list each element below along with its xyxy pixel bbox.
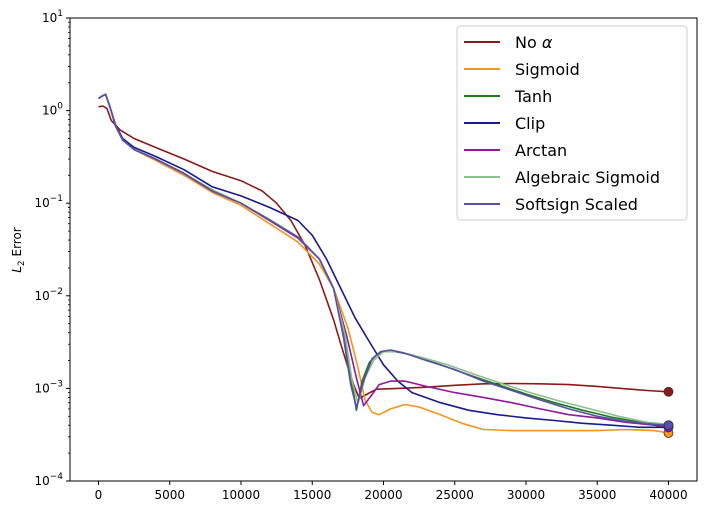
- x-tick-label: 5000: [154, 488, 185, 502]
- x-tick-label: 15000: [293, 488, 331, 502]
- legend-label: Softsign Scaled: [515, 195, 638, 214]
- y-tick-label: 101: [42, 9, 63, 25]
- y-axis: 10−4 10−3 10−2 10−1 100 101: [34, 9, 70, 488]
- series-line-softsign-scaled: [98, 93, 669, 426]
- legend-label: No α: [515, 33, 553, 52]
- series-layer: [98, 93, 669, 434]
- series-line-no-: [98, 105, 669, 400]
- x-tick-label: 10000: [222, 488, 260, 502]
- y-tick-label: 100: [42, 102, 63, 118]
- x-tick-label: 0: [95, 488, 103, 502]
- legend: No α Sigmoid Tanh Clip Arctan Algebraic Sigmo…: [456, 25, 688, 221]
- legend-box: [456, 25, 688, 221]
- legend-label: Algebraic Sigmoid: [515, 168, 660, 187]
- y-tick-label: 10−2: [34, 287, 63, 303]
- end-marker: [663, 386, 674, 397]
- legend-label: Sigmoid: [515, 60, 580, 79]
- y-tick-label: 10−3: [34, 379, 63, 395]
- y-tick-label: 10−4: [34, 472, 63, 488]
- legend-label: Clip: [515, 114, 545, 133]
- x-tick-label: 30000: [507, 488, 545, 502]
- y-axis-label: L2 Error: [10, 227, 27, 273]
- end-marker: [663, 420, 674, 431]
- legend-label: Arctan: [515, 141, 567, 160]
- x-tick-label: 35000: [578, 488, 616, 502]
- x-tick-label: 40000: [649, 488, 687, 502]
- x-tick-label: 25000: [436, 488, 474, 502]
- legend-label: Tanh: [514, 87, 552, 106]
- x-tick-label: 20000: [364, 488, 402, 502]
- marker-layer: [663, 386, 674, 438]
- y-tick-label: 10−1: [34, 194, 63, 210]
- x-axis: 0 5000 10000 15000 20000 25000 30000 35000 40000: [95, 481, 688, 502]
